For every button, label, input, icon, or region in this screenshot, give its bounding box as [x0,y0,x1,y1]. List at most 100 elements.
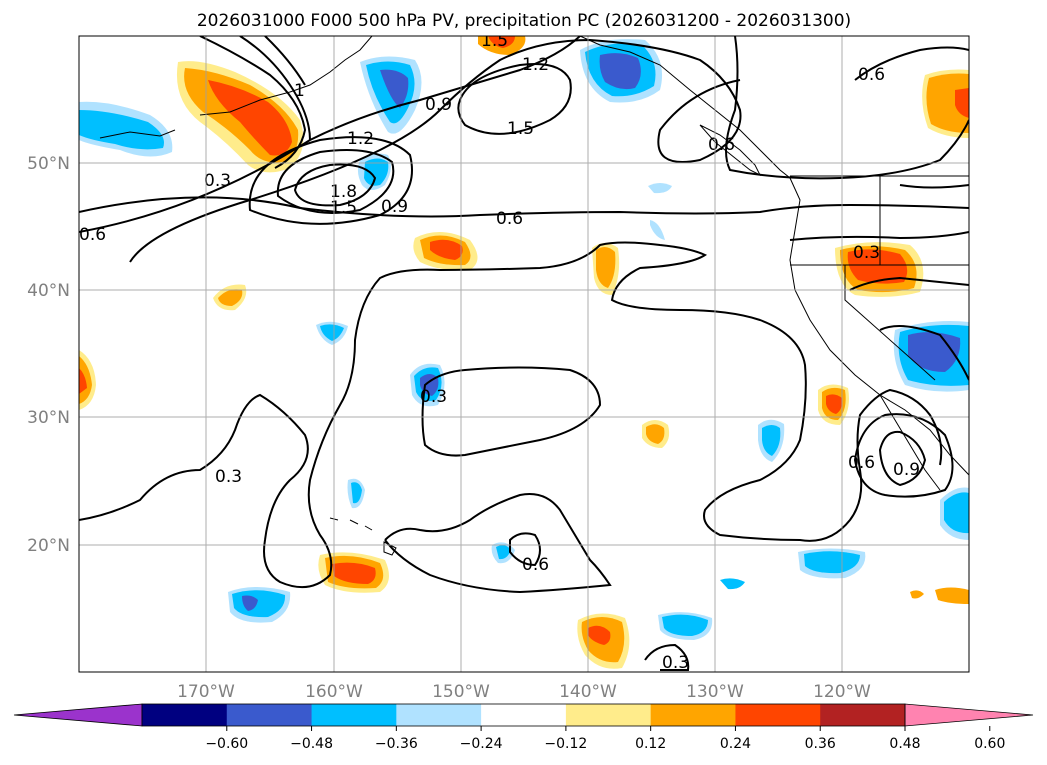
pv-contour-0.6-small [509,532,541,567]
precip-negative-area [320,324,344,341]
colorbar-frame [141,703,906,727]
alaska-coastline [99,36,373,139]
colorbar-tick-label: −0.24 [460,736,503,752]
pv-contour-1.8 [293,163,377,207]
pv-contour-1.5-low [276,149,395,214]
colorbar-segment [820,704,906,726]
precip-negative-area [79,110,164,150]
contour-label: 0.3 [420,387,447,407]
precip-positive-area [935,587,969,604]
x-tick-label: 150°W [432,682,490,702]
contour-label: 1.2 [347,129,374,149]
colorbar-ticks: −0.60 −0.48 −0.36 −0.24 −0.12 0.12 0.24 0.36 0.4… [205,726,1005,752]
contour-label: 0.3 [215,467,242,487]
pv-contour-0.6-south [384,493,612,594]
pv-contour-0.6 [79,196,969,218]
precip-negative-area [496,545,511,560]
pv-contour-0.9 [129,38,742,263]
precip-positive-area [218,289,243,306]
contour-label: 1.8 [330,182,357,202]
x-tick-label: 130°W [686,682,744,702]
contour-label: 0.3 [853,243,880,263]
precip-positive-area [847,249,908,284]
colorbar-tick-label: −0.36 [375,736,418,752]
colorbar-tick-label: 0.12 [635,736,666,752]
y-tick-label: 20°N [27,536,70,556]
baja-coastline [879,394,941,491]
colorbar-segment [396,704,482,726]
pv-contour-sw-east [879,325,969,381]
colorbar-segment [481,704,567,726]
precip-negative-area [648,183,672,194]
pv-contour-1.5 [457,63,572,135]
precip-negative-area [720,578,745,590]
pv-contour-0.3-central [421,366,602,457]
contour-label: 0.6 [848,453,875,473]
pv-contour-1-gulf [199,36,311,169]
colorbar-segment [735,704,821,726]
precip-negative-area [762,425,781,456]
precip-positive-area [826,394,843,414]
precip-positive-area [488,36,515,48]
pv-contour-1.2 [248,136,413,225]
panhandle-coastline [579,36,969,476]
pv-contour-0.3-west [79,241,943,589]
precip-negative-area [242,595,258,611]
contour-label: 0.3 [204,171,231,191]
precip-positive-area [926,73,969,133]
colorbar-segment [565,704,652,726]
contour-label: 0.6 [708,135,735,155]
pv-contour-0.3-north [79,36,581,233]
colorbar-segment [226,704,313,726]
colorbar-extend-max [904,703,1034,727]
precip-anomaly-shading [79,36,969,669]
precip-positive-area [596,246,616,288]
colorbar-segment [142,704,228,726]
y-tick-label: 30°N [27,408,70,428]
precip-negative-area [351,482,362,504]
colorbar-extend-min [13,703,143,727]
longitude-tick-labels: 170°W 160°W 150°W 140°W 130°W 120°W [177,682,871,702]
pv-contour-0.6-east [853,413,954,498]
x-tick-label: 140°W [559,682,617,702]
pv-contour-0.9-east [878,430,927,487]
colorbar-tick-label: 0.48 [889,736,920,752]
contour-label: 1 [294,81,305,101]
colorbar-segment [311,704,397,726]
contour-label: 0.9 [425,95,452,115]
colorbar-tick-label: −0.12 [544,736,587,752]
contour-label: 0.6 [858,65,885,85]
precip-positive-area [332,562,376,584]
precip-positive-area [955,88,969,118]
contour-label: 1.5 [330,198,357,218]
contour-label: 0.6 [522,555,549,575]
precip-negative-area [804,551,860,574]
y-tick-label: 40°N [27,281,70,301]
colorbar-tick-label: −0.60 [205,736,248,752]
chart-title: 2026031000 F000 500 hPa PV, precipitatio… [197,11,851,31]
colorbar-tick-label: 0.36 [805,736,836,752]
latitude-tick-labels: 50°N 40°N 30°N 20°N [27,154,70,556]
coastlines [99,36,969,556]
map-area: 1.2 1.5 1.8 1.5 0.9 0.3 0.6 0.9 1.2 1.5 … [78,35,970,673]
precip-negative-area [364,158,389,186]
precip-negative-area [944,492,969,534]
x-tick-label: 120°W [813,682,871,702]
contour-label: 0.9 [893,460,920,480]
colorbar-tick-label: 0.60 [974,736,1005,752]
colorbar-segment [650,704,736,726]
x-tick-label: 160°W [305,682,363,702]
precip-negative-area [599,53,641,90]
contour-label: 0.6 [79,225,106,245]
precip-negative-area [380,69,409,108]
precip-negative-area [650,220,665,240]
gridlines [79,36,969,672]
pv-contour-0.6-bottom [644,643,690,671]
pv-contour-0.6-ca [789,231,969,291]
x-tick-label: 170°W [177,682,235,702]
us-border [790,175,969,381]
precip-positive-area [910,590,924,599]
colorbar-tick-label: 0.24 [720,736,751,752]
precip-positive-area [79,368,87,394]
